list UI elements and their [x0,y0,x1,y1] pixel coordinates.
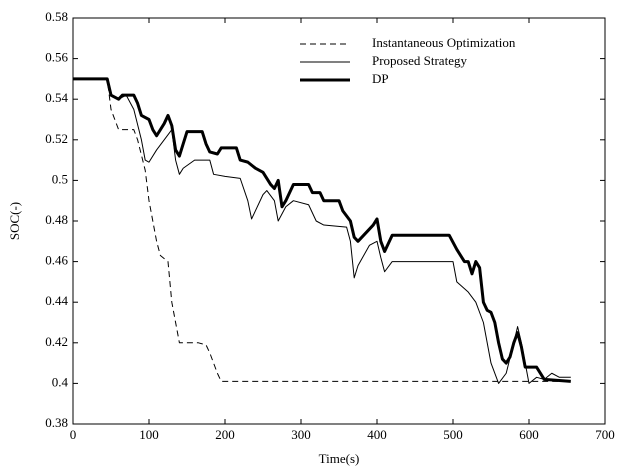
y-tick-label: 0.42 [45,334,68,349]
y-tick-label: 0.56 [45,50,68,65]
y-tick-label: 0.38 [45,415,68,430]
series-line [73,77,571,383]
x-tick-label: 100 [139,427,159,442]
y-tick-label: 0.44 [45,293,68,308]
x-tick-label: 200 [215,427,235,442]
y-tick-label: 0.4 [52,374,69,389]
series-line [73,78,571,384]
x-tick-label: 0 [70,427,77,442]
legend-label: DP [372,71,389,86]
y-tick-label: 0.5 [52,171,68,186]
y-axis-label: SOC(-) [7,202,22,240]
x-tick-label: 500 [443,427,463,442]
y-tick-label: 0.58 [45,9,68,24]
x-tick-label: 400 [367,427,387,442]
legend-label: Instantaneous Optimization [372,35,516,50]
y-tick-label: 0.46 [45,253,68,268]
legend-label: Proposed Strategy [372,53,467,68]
x-tick-label: 600 [519,427,539,442]
y-tick-label: 0.54 [45,90,68,105]
y-tick-label: 0.48 [45,212,68,227]
x-tick-label: 700 [595,427,615,442]
x-axis-label: Time(s) [319,451,360,466]
y-tick-label: 0.52 [45,131,68,146]
x-tick-label: 300 [291,427,311,442]
series-line [73,78,571,382]
